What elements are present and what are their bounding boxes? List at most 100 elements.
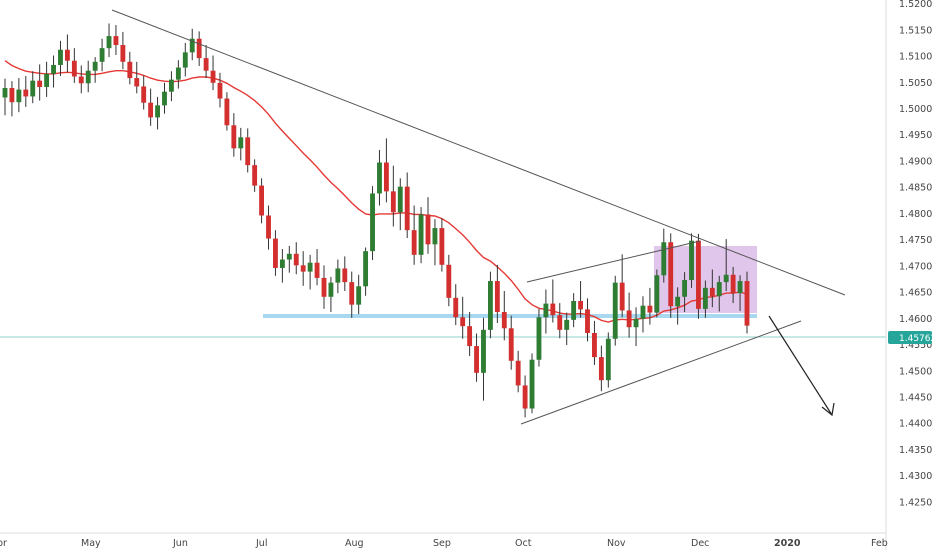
candle[interactable] [307,254,313,290]
candle[interactable] [356,274,362,315]
candle[interactable] [16,78,22,113]
support-zone[interactable] [263,314,757,318]
candle[interactable] [30,71,36,104]
candle[interactable] [585,298,590,342]
candle[interactable] [467,312,473,357]
descending-trendline[interactable] [111,9,846,296]
candle[interactable] [487,271,493,339]
candle[interactable] [418,207,424,264]
candle[interactable] [557,303,563,339]
candle[interactable] [647,287,653,325]
candle[interactable] [578,281,583,318]
candle[interactable] [404,172,410,239]
candle[interactable] [23,75,29,107]
candle[interactable] [44,61,50,97]
candle[interactable] [654,269,660,318]
candle[interactable] [501,291,507,341]
candle[interactable] [564,312,570,346]
candle[interactable] [37,64,43,101]
candle[interactable] [51,55,56,88]
candle[interactable] [273,230,278,276]
candle[interactable] [397,178,403,231]
candle[interactable] [481,317,486,401]
candle[interactable] [529,353,535,414]
candle[interactable] [335,259,341,294]
candle[interactable] [300,251,306,286]
candle[interactable] [217,72,223,108]
candle[interactable] [64,34,70,73]
candle[interactable] [446,254,452,307]
candle[interactable] [162,82,167,114]
candle[interactable] [203,45,209,79]
candle[interactable] [696,233,701,319]
candle[interactable] [314,249,320,286]
candle[interactable] [605,332,611,388]
candle[interactable] [494,264,500,324]
candle[interactable] [522,375,528,418]
candle[interactable] [148,88,154,126]
candle[interactable] [78,65,84,94]
candle[interactable] [619,254,625,318]
candle[interactable] [460,296,466,339]
candle[interactable] [182,42,188,77]
candle[interactable] [737,275,743,311]
candle[interactable] [668,233,674,318]
candle[interactable] [592,320,597,365]
candle[interactable] [453,284,459,326]
candle[interactable] [515,350,521,393]
candle[interactable] [342,256,348,292]
wedge-upper-line[interactable] [526,240,701,283]
candle[interactable] [196,31,202,66]
candle[interactable] [2,78,8,116]
candle[interactable] [432,219,438,266]
candle[interactable] [571,293,577,328]
candle[interactable] [744,271,750,334]
candle[interactable] [425,197,431,254]
candle[interactable] [99,38,105,72]
candle[interactable] [113,25,119,55]
candle[interactable] [293,242,299,275]
candle[interactable] [58,40,63,76]
candle[interactable] [120,31,126,70]
candle[interactable] [9,81,15,117]
candle[interactable] [85,60,91,93]
candle[interactable] [321,265,327,309]
candle[interactable] [612,275,618,346]
candle[interactable] [370,186,375,261]
candle[interactable] [238,127,244,161]
candle[interactable] [245,128,251,173]
candle[interactable] [169,71,174,102]
candle[interactable] [377,149,382,206]
candle[interactable] [155,96,160,130]
candle[interactable] [279,249,285,283]
candle[interactable] [383,138,389,203]
candle[interactable] [259,178,265,224]
candle[interactable] [661,228,667,283]
candle[interactable] [474,333,479,382]
candle[interactable] [363,247,369,296]
projection-arrow-line[interactable] [768,315,833,416]
candle[interactable] [127,51,133,85]
candle[interactable] [286,245,292,273]
candle[interactable] [633,307,639,347]
moving-average-line[interactable] [4,60,748,323]
candle[interactable] [626,292,632,338]
candle[interactable] [390,165,396,227]
candle[interactable] [730,266,736,304]
candle[interactable] [141,75,147,110]
candle[interactable] [439,218,445,272]
candle[interactable] [702,280,708,318]
candle[interactable] [550,279,556,323]
candle[interactable] [536,308,542,367]
candle[interactable] [175,60,181,89]
candle[interactable] [508,315,514,370]
candle[interactable] [640,296,646,333]
candle[interactable] [231,113,237,157]
candle[interactable] [689,233,694,288]
candle[interactable] [675,287,681,325]
candle[interactable] [411,205,417,265]
candle[interactable] [210,55,216,91]
candle[interactable] [252,159,258,192]
candle[interactable] [224,92,230,131]
